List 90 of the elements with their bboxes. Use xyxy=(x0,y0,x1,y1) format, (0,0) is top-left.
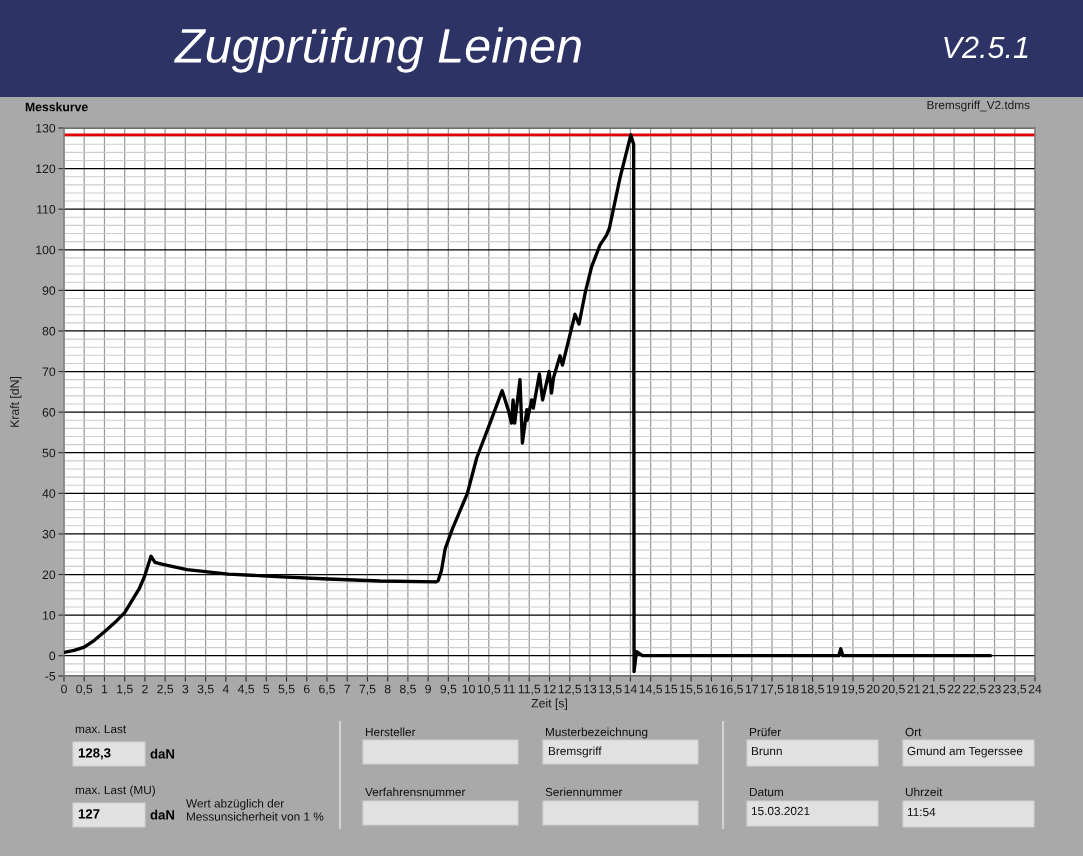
x-tick-label: 7 xyxy=(344,684,350,694)
x-tick-label: 10 xyxy=(462,684,475,694)
x-axis-title: Zeit [s] xyxy=(531,698,567,710)
y-tick-label: 40 xyxy=(42,489,56,498)
y-tick-label: 120 xyxy=(36,164,56,174)
y-tick-label: 30 xyxy=(42,529,56,539)
x-tick-label: 19,5 xyxy=(841,684,865,695)
x-tick-label: 5 xyxy=(263,684,270,694)
x-tick-label: 16 xyxy=(705,684,718,694)
x-tick-label: 7,5 xyxy=(359,684,376,695)
y-tick-label: 80 xyxy=(42,326,56,336)
x-tick-label: 19 xyxy=(826,684,839,694)
x-tick-label: 16,5 xyxy=(720,684,743,695)
x-tick-label: 12 xyxy=(543,684,556,694)
x-tick-label: 3,5 xyxy=(197,684,214,695)
x-tick-label: 13 xyxy=(584,684,597,694)
y-tick-label: 130 xyxy=(36,123,56,133)
x-tick-label: 11,5 xyxy=(518,684,541,695)
y-tick-label: 20 xyxy=(42,570,56,580)
text: Musterbezeichnung xyxy=(545,727,648,739)
x-tick-label: 20 xyxy=(866,684,880,694)
x-tick-label: 11 xyxy=(503,684,515,694)
y-tick-label: 10 xyxy=(43,611,56,620)
x-tick-label: 4 xyxy=(222,684,229,694)
y-tick-label: -5 xyxy=(45,672,56,681)
text: 127 xyxy=(78,809,100,819)
text: Datum xyxy=(749,787,783,797)
text: 15.03.2021 xyxy=(751,806,810,816)
text: Ort xyxy=(905,727,922,737)
text: 11:54 xyxy=(907,807,936,817)
text: daN xyxy=(150,748,175,759)
x-tick-label: 4,5 xyxy=(237,684,255,695)
x-tick-label: 15 xyxy=(665,684,678,694)
x-tick-label: 12,5 xyxy=(558,684,582,695)
y-tick-label: 0 xyxy=(49,651,56,661)
x-tick-label: 17 xyxy=(745,684,758,694)
x-tick-label: 9,5 xyxy=(440,684,457,695)
y-tick-label: 50 xyxy=(42,448,56,458)
x-tick-label: 2 xyxy=(142,684,148,694)
x-tick-label: 23,5 xyxy=(1003,684,1027,695)
x-tick-label: 23 xyxy=(988,684,1001,694)
x-tick-label: 24 xyxy=(1028,684,1042,694)
text: V2.5.1 xyxy=(944,36,1028,59)
text: Bremsgriff xyxy=(548,746,602,758)
x-tick-label: 17,5 xyxy=(761,684,784,695)
x-tick-label: 14,5 xyxy=(639,684,663,695)
y-tick-label: 60 xyxy=(42,408,56,417)
text: Gmund am Tegerssee xyxy=(907,746,1023,758)
chart-title: Messkurve xyxy=(25,102,88,112)
y-axis-title: Kraft [dN] xyxy=(9,377,22,427)
y-tick-label: 70 xyxy=(42,367,56,377)
x-tick-label: 10,5 xyxy=(477,684,501,695)
x-tick-label: 2,5 xyxy=(157,684,174,695)
x-tick-label: 18,5 xyxy=(801,684,824,695)
text: Zugprüfung Leinen xyxy=(174,27,581,73)
text: Uhrzeit xyxy=(905,787,943,797)
text: Brunn xyxy=(751,746,782,756)
x-tick-label: 5,5 xyxy=(278,684,295,695)
x-tick-label: 9 xyxy=(425,684,431,694)
x-tick-label: 1 xyxy=(101,684,108,694)
x-tick-label: 21,5 xyxy=(922,684,946,695)
text: Wert abzüglich der Messunsicherheit von 1 % xyxy=(186,798,324,821)
x-tick-label: 8 xyxy=(384,684,391,694)
text: Seriennummer xyxy=(545,787,623,797)
text: 128,3 xyxy=(78,748,111,760)
text: daN xyxy=(150,809,175,820)
x-tick-label: 14 xyxy=(624,684,637,694)
y-tick-label: 110 xyxy=(37,205,56,214)
x-tick-label: 21 xyxy=(907,684,920,694)
text: Bremsgriff_V2.tdms xyxy=(927,100,1030,112)
x-tick-label: 20,5 xyxy=(882,684,905,695)
text: max. Last xyxy=(75,724,127,734)
x-tick-label: 13,5 xyxy=(599,684,622,695)
x-tick-label: 6 xyxy=(303,684,310,694)
text: Prüfer xyxy=(749,727,781,737)
x-tick-label: 22,5 xyxy=(963,684,986,695)
x-tick-label: 0,5 xyxy=(76,684,93,695)
text: max. Last (MU) xyxy=(75,785,155,797)
x-tick-label: 0 xyxy=(61,684,67,694)
text: Verfahrensnummer xyxy=(365,787,466,797)
x-tick-label: 15,5 xyxy=(680,684,703,695)
x-tick-label: 3 xyxy=(182,684,189,694)
x-tick-label: 18 xyxy=(786,684,799,694)
x-tick-label: 8,5 xyxy=(399,684,416,695)
text: Hersteller xyxy=(365,727,416,737)
x-tick-label: 1,5 xyxy=(117,684,133,695)
y-tick-label: 90 xyxy=(42,286,56,295)
x-tick-label: 6,5 xyxy=(319,684,335,695)
x-tick-label: 22 xyxy=(947,684,961,694)
y-tick-label: 100 xyxy=(36,245,56,255)
